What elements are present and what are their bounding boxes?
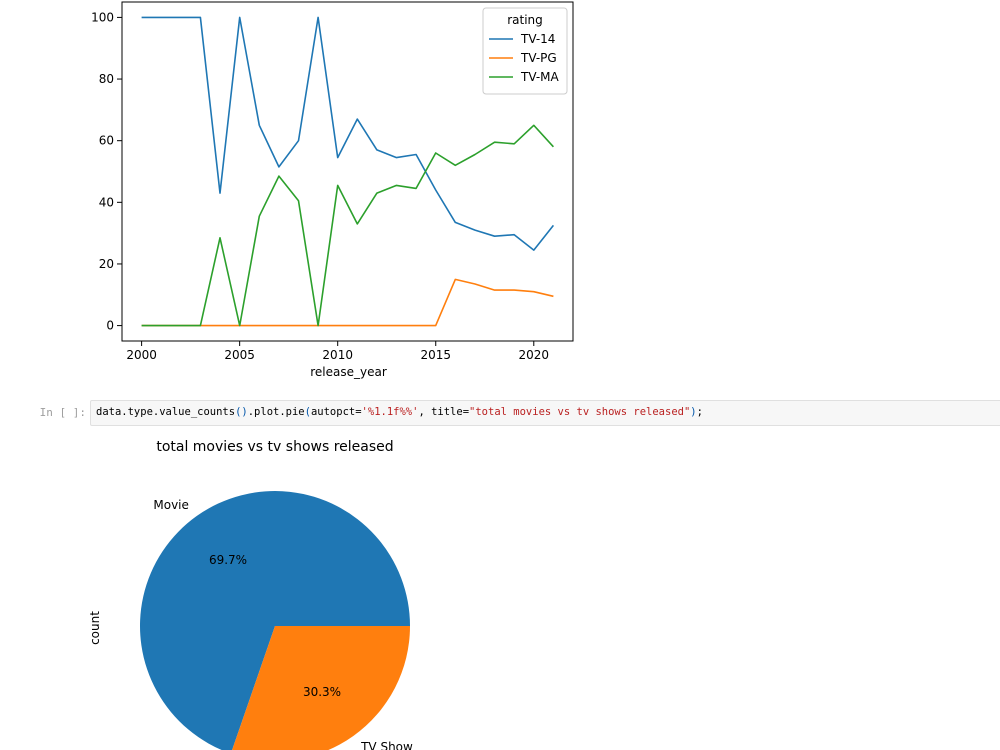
pie-pct-label: 69.7%	[209, 553, 247, 567]
pie-ylabel: count	[88, 611, 102, 645]
series-line-tv-ma	[141, 124, 554, 327]
code-token: '%1.1f%%'	[361, 406, 419, 418]
y-tick-label: 40	[99, 195, 114, 209]
x-tick-label: 2010	[322, 348, 353, 362]
legend-title: rating	[507, 13, 543, 27]
series-line-tv-pg	[141, 278, 554, 327]
code-token: , title=	[418, 406, 470, 418]
code-token: (	[304, 406, 311, 418]
x-tick-label: 2020	[519, 348, 550, 362]
series-line-tv-14	[141, 16, 555, 251]
y-tick-label: 60	[99, 134, 114, 148]
pie-slice-movie	[140, 491, 410, 750]
pie-chart: total movies vs tv shows released count 69…	[88, 439, 413, 750]
y-tick-label: 0	[106, 319, 114, 333]
pie-slice-label: TV Show	[360, 740, 413, 750]
code-token: "total movies vs tv shows released"	[469, 406, 691, 418]
y-tick-label: 20	[99, 257, 114, 271]
y-tick-label: 80	[99, 72, 114, 86]
pie-title: total movies vs tv shows released	[156, 439, 393, 455]
code-token: data.type.value_counts	[96, 406, 236, 418]
cell-prompt: In [ ]:	[39, 406, 86, 419]
pie-slice-tv-show	[232, 626, 410, 750]
x-tick-label: 2000	[126, 348, 157, 362]
pie-slice-label: Movie	[153, 498, 189, 512]
code-token: ;	[696, 406, 703, 418]
x-tick-label: 2015	[420, 348, 451, 362]
code-token: )	[690, 406, 697, 418]
legend-entry: TV-14	[520, 32, 555, 46]
x-axis-label: release_year	[310, 365, 387, 379]
code-token: .plot.pie	[247, 406, 305, 418]
y-tick-label: 100	[91, 10, 114, 24]
code-token: ()	[235, 406, 248, 418]
code-token: autopct=	[310, 406, 362, 418]
code-text: data.type.value_counts().plot.pie(autopc…	[96, 406, 703, 418]
plot-frame	[121, 1, 574, 342]
line-chart: 2000 2005 2010 2015 2020 0 20 40 60 80 100 release_…	[91, 1, 574, 379]
legend-entry: TV-MA	[520, 70, 560, 84]
pie-pct-label: 30.3%	[303, 685, 341, 699]
legend-entry: TV-PG	[520, 51, 557, 65]
legend-box	[482, 7, 568, 95]
code-cell-input[interactable]: data.type.value_counts().plot.pie(autopc…	[90, 400, 1000, 426]
x-tick-label: 2005	[224, 348, 255, 362]
